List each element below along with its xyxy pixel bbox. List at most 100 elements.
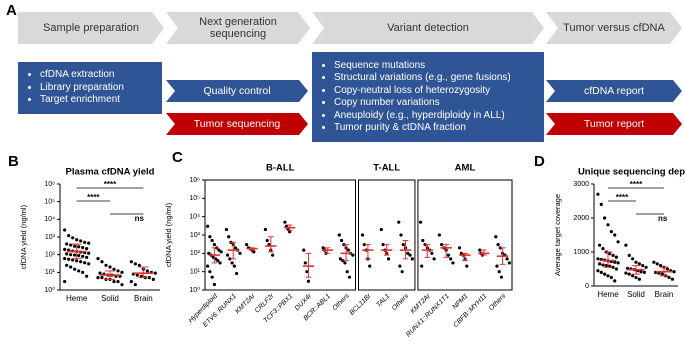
point <box>85 274 89 278</box>
point <box>351 253 355 257</box>
point <box>210 238 214 243</box>
point <box>288 230 292 234</box>
point <box>599 202 603 206</box>
point <box>207 251 211 255</box>
significance: ns <box>658 214 668 223</box>
point <box>116 279 120 284</box>
point <box>65 252 69 256</box>
point <box>616 261 620 265</box>
point <box>230 261 234 265</box>
significance: **** <box>104 180 117 189</box>
point <box>218 261 222 265</box>
point <box>665 267 669 271</box>
point <box>432 257 436 261</box>
point <box>208 270 212 274</box>
y-tick-label: 10⁴ <box>44 216 55 223</box>
x-tick-label: Others <box>331 292 351 312</box>
point <box>457 246 462 250</box>
point <box>338 257 343 261</box>
point <box>613 260 617 264</box>
point <box>235 271 239 276</box>
point <box>634 275 638 280</box>
point <box>208 235 212 239</box>
point <box>112 279 116 284</box>
point <box>67 257 71 261</box>
point <box>233 246 238 250</box>
point <box>265 238 269 243</box>
point <box>637 262 641 266</box>
x-tick-label: KMT2Ar <box>234 292 257 315</box>
point <box>69 265 73 269</box>
panel-label: C <box>172 149 183 166</box>
y-tick-label: 10⁵ <box>44 199 55 206</box>
y-tick-label: 10⁶ <box>44 181 55 188</box>
point <box>368 264 372 268</box>
point <box>613 233 617 237</box>
point <box>341 259 345 263</box>
point <box>87 251 91 255</box>
point <box>100 276 104 280</box>
x-tick-label: BCL11Br <box>348 292 373 317</box>
panel-title: AML <box>455 163 476 174</box>
point <box>69 253 73 257</box>
point <box>379 227 383 232</box>
point <box>449 257 453 261</box>
y-axis-label: Average target coverage <box>553 194 562 276</box>
x-tick-label: Solid <box>627 290 645 299</box>
point <box>398 264 402 268</box>
point <box>65 263 69 267</box>
point <box>386 257 391 261</box>
point <box>65 242 69 246</box>
bullet: Tumor purity & ctDNA fraction <box>334 122 511 135</box>
point <box>120 270 124 274</box>
x-tick-label: ETV6::RUNX1 <box>202 293 238 329</box>
x-tick-label: Brain <box>655 290 674 299</box>
point <box>604 264 608 268</box>
x-tick-label: Heme <box>66 294 88 303</box>
panel-label: D <box>534 153 545 170</box>
point <box>75 238 79 242</box>
point <box>77 245 81 249</box>
point <box>613 279 617 283</box>
point <box>639 270 643 274</box>
tumor-report: Tumor report <box>546 113 682 135</box>
y-tick-label: 10³ <box>190 232 201 239</box>
panel-title: T-ALL <box>373 163 400 174</box>
panel-frame <box>358 179 416 291</box>
point <box>430 251 434 255</box>
point <box>609 275 613 280</box>
panel-label: B <box>8 153 19 170</box>
point <box>216 259 220 263</box>
point <box>73 253 77 257</box>
point <box>608 252 612 256</box>
point <box>210 275 214 279</box>
point <box>451 261 455 265</box>
point <box>598 262 602 266</box>
point <box>603 272 607 276</box>
bullet: Aneuploidy (e.g., hyperdiploidy in ALL) <box>334 110 511 123</box>
point <box>96 256 100 261</box>
point <box>659 264 663 268</box>
point <box>631 257 635 261</box>
point <box>343 261 347 265</box>
point <box>670 277 675 281</box>
point <box>63 256 67 261</box>
y-tick-label: 10³ <box>45 234 56 241</box>
chart-title: Unique sequencing depth <box>578 167 685 178</box>
point <box>69 243 73 247</box>
point <box>437 233 441 237</box>
point <box>478 248 482 252</box>
bullet: Target enrichment <box>40 94 124 107</box>
y-tick-label: 10² <box>190 250 201 257</box>
y-tick-label: 10⁵ <box>189 195 200 202</box>
y-tick-label: 10² <box>45 252 56 259</box>
point <box>85 255 89 260</box>
point <box>606 274 610 278</box>
point <box>305 270 309 274</box>
point <box>96 276 100 280</box>
point <box>397 220 401 224</box>
point <box>112 267 116 271</box>
point <box>219 250 223 254</box>
bullet: Library preparation <box>40 82 124 95</box>
